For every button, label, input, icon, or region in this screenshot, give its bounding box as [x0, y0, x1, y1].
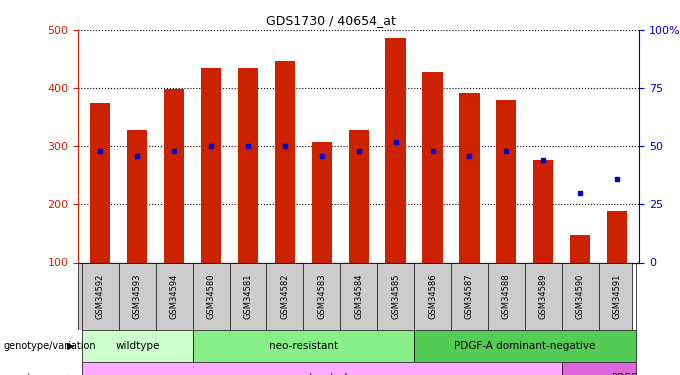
Text: GSM34594: GSM34594	[170, 274, 179, 319]
Text: agent: agent	[3, 373, 32, 375]
Text: GSM34583: GSM34583	[318, 273, 326, 319]
Bar	[164, 89, 184, 262]
Text: GSM34591: GSM34591	[613, 274, 622, 319]
Bar	[82, 330, 192, 362]
Bar	[90, 103, 110, 262]
Bar	[238, 68, 258, 262]
Bar	[533, 160, 554, 262]
Bar	[275, 61, 295, 262]
Bar	[386, 38, 406, 262]
Text: GSM34588: GSM34588	[502, 273, 511, 319]
Text: untreated: untreated	[296, 373, 347, 375]
Text: GSM34587: GSM34587	[465, 273, 474, 319]
Bar	[422, 72, 443, 262]
Text: GSM34580: GSM34580	[207, 273, 216, 319]
Text: GSM34589: GSM34589	[539, 273, 547, 319]
Bar	[349, 130, 369, 262]
Bar	[127, 130, 148, 262]
Text: GSM34584: GSM34584	[354, 273, 363, 319]
Text: GSM34582: GSM34582	[280, 273, 290, 319]
Bar	[201, 68, 221, 262]
Text: genotype/variation: genotype/variation	[3, 341, 96, 351]
Bar	[82, 362, 562, 375]
Bar	[459, 93, 479, 262]
Bar	[570, 235, 590, 262]
Text: PDGF-A dominant-negative: PDGF-A dominant-negative	[454, 341, 596, 351]
Bar	[607, 211, 627, 262]
Text: GSM34585: GSM34585	[391, 273, 400, 319]
Bar	[496, 100, 517, 262]
Text: wildtype: wildtype	[115, 341, 159, 351]
Text: GSM34590: GSM34590	[576, 274, 585, 319]
Text: ▶: ▶	[67, 373, 74, 375]
Text: neo-resistant: neo-resistant	[269, 341, 338, 351]
Text: ▶: ▶	[67, 341, 74, 351]
Bar	[311, 142, 332, 262]
Text: exogenous PDGF: exogenous PDGF	[560, 374, 636, 375]
Text: GSM34593: GSM34593	[133, 273, 141, 319]
Text: GSM34592: GSM34592	[96, 274, 105, 319]
Text: GSM34586: GSM34586	[428, 273, 437, 319]
Bar	[562, 362, 636, 375]
Bar	[192, 330, 414, 362]
Bar	[414, 330, 636, 362]
Title: GDS1730 / 40654_at: GDS1730 / 40654_at	[266, 15, 396, 27]
Text: GSM34581: GSM34581	[243, 273, 252, 319]
